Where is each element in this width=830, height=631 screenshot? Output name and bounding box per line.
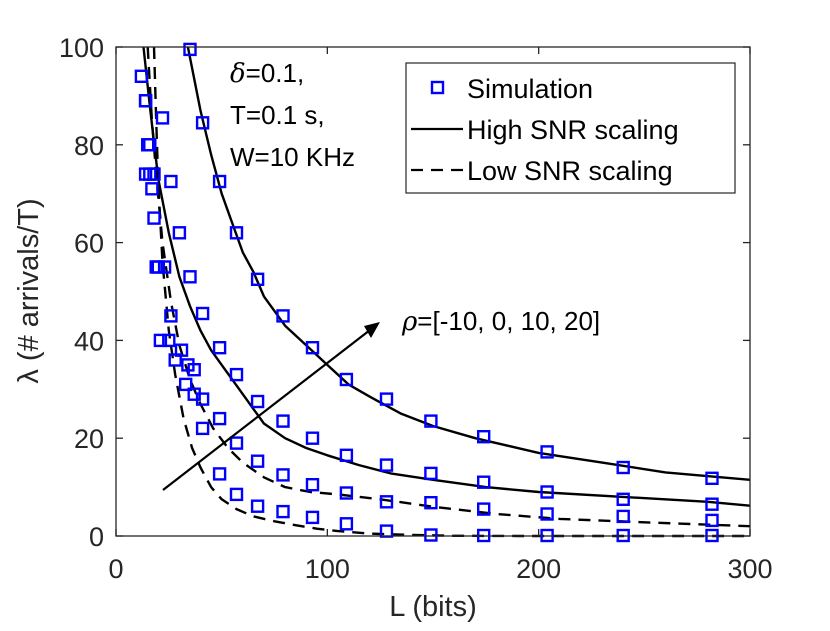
rho-annotation-text: ρ=[-10, 0, 10, 20] xyxy=(401,306,600,337)
curve-rho-10 xyxy=(142,46,750,507)
sim-marker-rho--10 xyxy=(250,499,265,513)
axes-box xyxy=(115,46,751,537)
sim-marker-rho-20 xyxy=(250,272,265,286)
y-tick-label: 20 xyxy=(74,424,104,454)
sim-marker-rho-0 xyxy=(195,392,210,406)
curve-rho-20 xyxy=(186,46,750,481)
sim-marker-rho-10 xyxy=(705,497,719,511)
legend-marker-simulation xyxy=(430,80,445,95)
x-tick-label: 200 xyxy=(516,554,561,584)
sim-marker-rho-10 xyxy=(424,466,438,481)
sim-marker-rho-10 xyxy=(339,448,354,462)
sim-marker-rho-20 xyxy=(305,341,320,355)
sim-marker-rho--10 xyxy=(153,333,168,348)
sim-marker-rho--10 xyxy=(424,528,438,542)
sim-marker-rho--10 xyxy=(276,504,290,519)
sim-marker-rho--10 xyxy=(145,182,159,196)
sim-marker-rho--10 xyxy=(134,69,149,84)
sim-marker-rho--10 xyxy=(212,467,227,481)
rho-annotation: ρ=[-10, 0, 10, 20] xyxy=(162,306,600,491)
sim-marker-rho-0 xyxy=(339,486,354,500)
sim-marker-rho-10 xyxy=(183,270,197,284)
sim-marker-rho-20 xyxy=(705,471,719,485)
sim-marker-rho-20 xyxy=(195,116,210,130)
sim-marker-rho-10 xyxy=(143,138,157,152)
sim-marker-rho-20 xyxy=(276,309,290,323)
sim-marker-rho-10 xyxy=(250,394,265,409)
sim-marker-rho-10 xyxy=(229,367,244,382)
sim-marker-rho-0 xyxy=(187,363,201,377)
sim-marker-rho-10 xyxy=(540,485,554,499)
parameter-annotation: δ=0.1, T=0.1 s, W=10 KHz xyxy=(230,58,355,172)
y-tick-label: 100 xyxy=(59,33,104,63)
axes: 0 100 200 300 0 20 40 60 80 100 xyxy=(59,33,773,584)
sim-marker-rho-0 xyxy=(424,496,438,510)
sim-marker-rho-0 xyxy=(276,468,290,482)
sim-marker-rho--10 xyxy=(229,487,244,502)
x-tick-label: 100 xyxy=(305,554,350,584)
sim-marker-rho-10 xyxy=(379,458,394,472)
sim-marker-rho--10 xyxy=(305,510,320,525)
sim-marker-rho-0 xyxy=(540,507,554,521)
sim-marker-rho-10 xyxy=(477,475,491,489)
sim-marker-rho-20 xyxy=(229,226,244,240)
sim-marker-rho-0 xyxy=(174,343,189,357)
legend-label-low: Low SNR scaling xyxy=(467,156,673,186)
sim-marker-rho-20 xyxy=(339,372,354,387)
sim-marker-rho-0 xyxy=(157,260,172,274)
rho-arrow-head xyxy=(364,322,380,338)
sim-marker-rho-20 xyxy=(616,460,630,475)
sim-marker-rho-10 xyxy=(212,341,227,355)
sim-marker-rho-20 xyxy=(477,430,491,444)
sim-marker-rho-0 xyxy=(164,309,178,323)
sim-marker-rho--10 xyxy=(178,377,193,392)
legend-label-simulation: Simulation xyxy=(467,74,593,104)
sim-marker-rho-0 xyxy=(477,502,491,516)
legend: Simulation High SNR scaling Low SNR scal… xyxy=(405,62,736,194)
sim-marker-rho--10 xyxy=(195,421,210,436)
sim-marker-rho-0 xyxy=(379,495,394,509)
rho-arrow-shaft xyxy=(162,329,371,491)
sim-marker-rho-0 xyxy=(616,509,630,524)
sim-marker-rho-10 xyxy=(276,414,290,428)
sim-marker-rho-10 xyxy=(195,306,210,321)
sim-marker-rho-20 xyxy=(424,414,438,428)
sim-marker-rho-0 xyxy=(705,513,719,528)
sim-marker-rho-20 xyxy=(183,42,197,57)
legend-label-high: High SNR scaling xyxy=(467,115,679,145)
sim-marker-rho-0 xyxy=(305,478,320,492)
sim-marker-rho-0 xyxy=(212,411,227,426)
sim-marker-rho--10 xyxy=(339,517,354,531)
x-tick-label: 0 xyxy=(108,554,123,584)
y-axis-label: λ (# arrivals/T) xyxy=(13,198,45,383)
y-tick-label: 0 xyxy=(89,522,104,552)
sim-marker-rho-10 xyxy=(155,111,170,125)
curves xyxy=(142,46,750,538)
bandwidth-annotation: W=10 KHz xyxy=(230,142,355,172)
sim-marker-rho-0 xyxy=(229,436,244,450)
sim-marker-rho-20 xyxy=(212,174,227,189)
sim-marker-rho-10 xyxy=(172,226,187,240)
sim-marker-rho-10 xyxy=(305,431,320,445)
sim-marker-rho-20 xyxy=(540,445,554,459)
x-axis-label: L (bits) xyxy=(389,591,477,623)
sim-marker-rho-10 xyxy=(616,492,630,506)
delta-annotation: δ=0.1, xyxy=(230,58,304,89)
curve-rho--10 xyxy=(152,46,750,538)
y-tick-label: 80 xyxy=(74,131,104,161)
sim-marker-rho--10 xyxy=(162,333,176,348)
markers xyxy=(134,42,719,543)
sim-marker-rho-0 xyxy=(147,211,161,225)
x-tick-label: 300 xyxy=(727,554,772,584)
period-annotation: T=0.1 s, xyxy=(230,100,325,130)
sim-marker-rho-0 xyxy=(250,454,265,468)
sim-marker-rho-10 xyxy=(147,167,161,181)
sim-marker-rho-20 xyxy=(379,392,394,406)
sim-marker-rho-10 xyxy=(138,94,153,108)
y-tick-label: 60 xyxy=(74,229,104,259)
sim-marker-rho-10 xyxy=(164,174,178,189)
y-tick-label: 40 xyxy=(74,326,104,356)
